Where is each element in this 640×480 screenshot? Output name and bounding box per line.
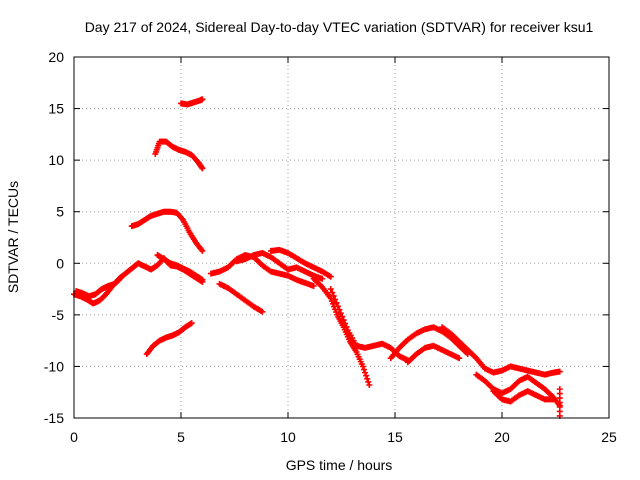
x-axis-label: GPS time / hours: [286, 457, 393, 473]
y-tick-label: -15: [44, 410, 64, 426]
data-point: [333, 299, 340, 306]
x-tick-label: 25: [601, 429, 617, 445]
x-tick-label: 20: [494, 429, 510, 445]
series-arc-evening-e: [490, 388, 557, 405]
data-point: [336, 306, 343, 313]
series-arc-day-a: [207, 252, 317, 289]
x-tick-label: 10: [280, 429, 296, 445]
series-arc-evening-a: [387, 324, 471, 362]
x-tick-label: 5: [177, 429, 185, 445]
grid: [74, 57, 609, 418]
data-point: [556, 386, 563, 393]
series-arc-mid-a: [128, 208, 206, 254]
series-arc-day-b: [216, 280, 266, 315]
data-point: [362, 369, 369, 376]
data-point: [334, 303, 341, 310]
data-point: [188, 320, 195, 327]
y-tick-label: 15: [48, 101, 64, 117]
series-arc-mid-d: [143, 320, 195, 358]
y-tick-label: 10: [48, 152, 64, 168]
data-point: [359, 363, 366, 370]
series-arc-day-d: [267, 246, 334, 280]
series-arc-mid-c: [178, 96, 206, 108]
data-point: [342, 320, 349, 327]
plot-frame: [73, 56, 610, 419]
data-point: [556, 368, 563, 375]
data-point: [199, 276, 206, 283]
data-point: [327, 273, 334, 280]
data-point: [329, 289, 336, 296]
data-point: [319, 275, 326, 282]
data-point: [364, 375, 371, 382]
data-point: [199, 96, 206, 103]
series-arc-evening-c: [439, 324, 563, 378]
data-point: [327, 286, 334, 293]
data-point: [118, 274, 125, 281]
y-tick-label: -5: [52, 307, 65, 323]
data-point: [337, 310, 344, 317]
y-axis-label: SDTVAR / TECUs: [5, 181, 21, 293]
data-point: [332, 296, 339, 303]
series-arc-early-main: [71, 255, 206, 307]
data-point: [550, 396, 557, 403]
x-tick-label: 15: [387, 429, 403, 445]
series-arc-evening-d: [473, 371, 563, 409]
y-tick-label: 5: [56, 204, 64, 220]
y-tick-label: -10: [44, 358, 64, 374]
data-point: [366, 381, 373, 388]
data-point: [360, 366, 367, 373]
series-arc-mid-e: [154, 252, 206, 283]
data-point: [343, 323, 350, 330]
data-point: [199, 247, 206, 254]
chart-title: Day 217 of 2024, Sidereal Day-to-day VTE…: [85, 19, 594, 35]
series-arc-day-e: [310, 275, 373, 388]
series-arc-mid-b: [152, 138, 206, 172]
series-arc-evening-b: [404, 342, 463, 366]
data-point: [330, 292, 337, 299]
data-point: [310, 282, 317, 289]
series-arc-early-low: [73, 274, 125, 300]
axis-ticks: 0 5 10 15 20 25 -15 -10 -5 0 5 10 15 20: [44, 49, 617, 445]
x-tick-label: 0: [70, 429, 78, 445]
series-isolated-points: [556, 386, 563, 419]
data-point: [365, 378, 372, 385]
data-point: [456, 355, 463, 362]
data-point: [363, 372, 370, 379]
y-tick-label: 20: [48, 49, 64, 65]
data-marks: [71, 96, 563, 419]
data-point: [259, 308, 266, 315]
series-arc-day-c: [233, 249, 326, 282]
y-tick-label: 0: [56, 255, 64, 271]
data-point: [199, 165, 206, 172]
data-point: [339, 313, 346, 320]
data-point: [340, 317, 347, 324]
data-point: [117, 275, 124, 282]
